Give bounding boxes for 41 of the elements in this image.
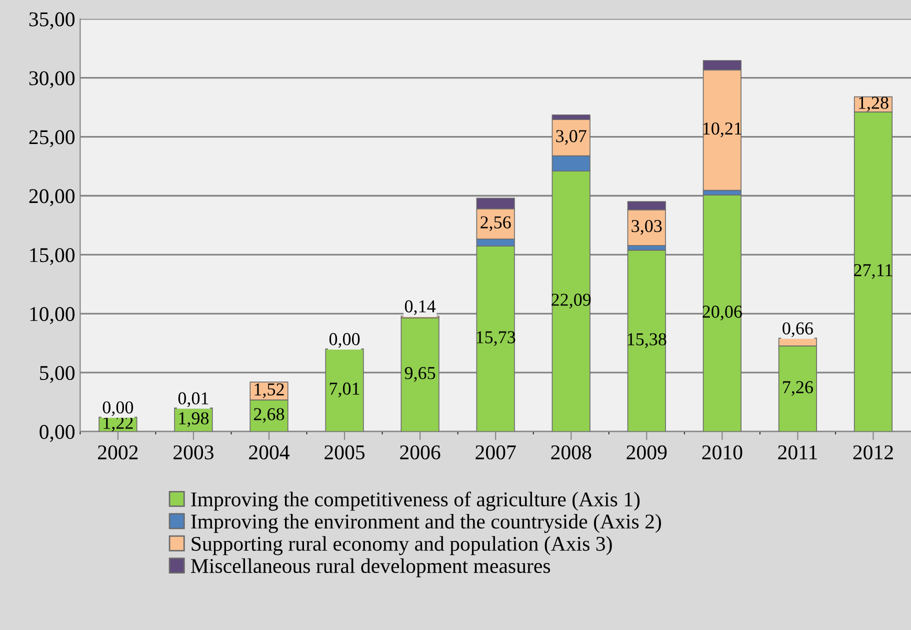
data-label: 1,28 [859,96,888,112]
y-tick-label: 25,00 [29,130,75,148]
data-label: 7,26 [783,381,813,396]
x-tick-label: 2003 [174,445,214,460]
data-label: 1,98 [179,412,209,427]
y-tick-label: 30,00 [29,71,75,88]
data-label: 2,68 [254,408,284,423]
data-label: 7,01 [330,382,360,398]
data-label: 2,56 [480,216,511,232]
x-tick-label: 2007 [476,445,516,460]
y-tick-label: 20,00 [29,189,75,206]
x-tick-label: 2005 [324,445,365,460]
legend-label: Miscellaneous rural development measures [190,558,550,578]
data-label: 9,65 [404,367,436,382]
x-tick-label: 2006 [400,445,440,460]
y-tick-label: 5,00 [40,366,75,384]
x-tick-label: 2009 [626,445,667,460]
x-tick-label: 2002 [98,445,138,460]
data-label: 0,00 [329,333,360,348]
x-tick-label: 2011 [778,445,817,460]
legend-label: Supporting rural economy and population (Axis 3) [192,536,612,556]
data-label: 0,66 [782,322,813,338]
data-label: 0,01 [178,392,208,408]
x-tick-label: 2004 [249,445,290,460]
data-label: 3,03 [632,220,662,235]
x-tick-label: 2012 [853,445,893,460]
data-label: 27,11 [854,264,892,279]
data-label: 0,00 [102,401,134,416]
y-tick-label: 35,00 [29,12,75,30]
data-label: 0,14 [404,300,436,316]
data-label: 1,52 [254,383,284,398]
data-label: 3,07 [556,130,586,145]
data-label: 10,21 [703,122,742,138]
x-tick-label: 2010 [702,445,742,460]
y-tick-label: 10,00 [30,307,75,324]
legend-label: Improving the competitiveness of agriculture (Axis 1) [191,492,640,511]
y-tick-label: 0,00 [40,424,75,442]
data-label: 20,06 [702,306,742,320]
legend-label: Improving the environment and the countryside (Axis 2) [191,514,661,533]
y-tick-label: 15,00 [30,248,75,266]
x-tick-label: 2008 [551,445,592,460]
